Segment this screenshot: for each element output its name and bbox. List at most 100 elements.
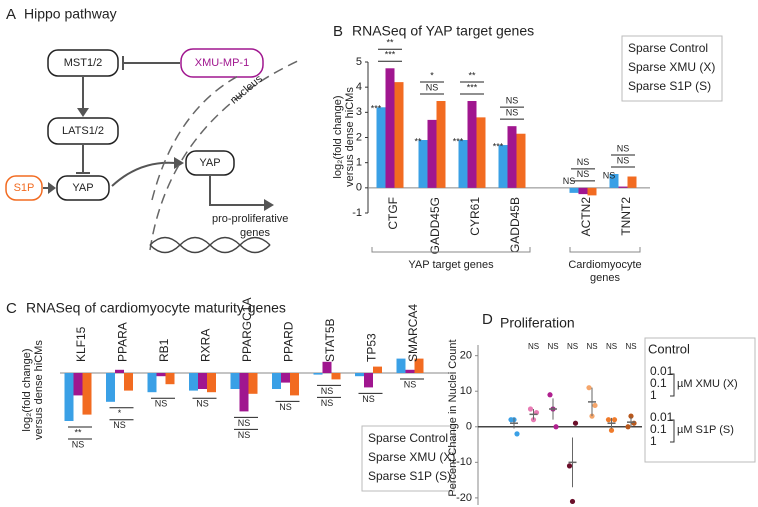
data-point bbox=[586, 385, 592, 391]
sig-label: NS bbox=[617, 155, 630, 165]
arrow-head bbox=[77, 108, 89, 117]
bar bbox=[569, 187, 579, 193]
bar bbox=[230, 373, 240, 389]
sig-label: NS bbox=[617, 143, 630, 153]
data-point bbox=[608, 427, 615, 433]
sig-label: NS bbox=[113, 420, 126, 430]
x-tick-label: KLF15 bbox=[74, 326, 88, 362]
node-label: S1P bbox=[14, 182, 35, 194]
sig-label: NS bbox=[72, 439, 85, 449]
x-tick-label: CTGF bbox=[386, 197, 400, 230]
sig-label: NS bbox=[506, 96, 519, 106]
arrow-head bbox=[174, 157, 184, 169]
bar bbox=[281, 373, 290, 383]
y-tick-label: 20 bbox=[460, 350, 472, 362]
sig-label: NS bbox=[577, 169, 590, 179]
legend-label: Sparse XMU (X) bbox=[628, 60, 715, 74]
edge bbox=[209, 176, 266, 206]
x-tick-label: CYR61 bbox=[468, 197, 482, 236]
bar bbox=[198, 373, 207, 389]
sig-label: NS bbox=[603, 170, 616, 180]
y-tick-label: 3 bbox=[356, 106, 362, 118]
bar bbox=[458, 140, 468, 188]
sig-label: NS bbox=[606, 342, 617, 351]
x-tick-label: RB1 bbox=[157, 338, 171, 362]
bar bbox=[272, 373, 281, 389]
y-tick-label: 5 bbox=[356, 56, 362, 68]
sig-label: NS bbox=[528, 342, 539, 351]
bar bbox=[290, 373, 299, 396]
bar bbox=[405, 369, 415, 373]
bar bbox=[207, 373, 216, 393]
bar bbox=[467, 101, 477, 188]
sig-label: ** bbox=[414, 136, 422, 146]
legend-label: Control bbox=[648, 341, 690, 356]
bar bbox=[418, 140, 428, 188]
sig-label: NS bbox=[506, 108, 519, 118]
bar bbox=[516, 133, 526, 188]
node-box bbox=[180, 48, 264, 78]
data-point bbox=[572, 420, 579, 426]
output-label: genes bbox=[240, 227, 270, 239]
bar bbox=[189, 373, 198, 391]
group-label: Cardiomyocyte bbox=[568, 259, 641, 271]
data-point bbox=[605, 417, 612, 423]
data-point bbox=[553, 424, 559, 430]
x-tick-label: PPARA bbox=[116, 322, 130, 362]
bar bbox=[106, 373, 115, 402]
panel-letter: C bbox=[6, 300, 17, 317]
sig-label: *** bbox=[467, 82, 478, 92]
bar bbox=[373, 366, 382, 373]
x-tick-label: GADD45G bbox=[428, 197, 442, 254]
bar bbox=[239, 373, 249, 412]
sig-label: NS bbox=[238, 430, 251, 440]
x-tick-label: RXRA bbox=[199, 329, 213, 362]
bar bbox=[64, 373, 74, 421]
sig-label: *** bbox=[493, 141, 504, 151]
bar bbox=[618, 186, 628, 188]
y-tick-label: -20 bbox=[456, 492, 472, 504]
data-point bbox=[631, 420, 637, 426]
bar bbox=[165, 373, 175, 385]
sig-label: ** bbox=[386, 38, 394, 48]
y-axis-label: log₂(fold change) bbox=[21, 348, 33, 431]
y-tick-label: 2 bbox=[356, 131, 362, 143]
bar bbox=[427, 119, 437, 188]
y-tick-label: 0 bbox=[466, 421, 472, 433]
data-point bbox=[625, 424, 631, 430]
data-point bbox=[527, 406, 534, 412]
bar bbox=[627, 176, 637, 188]
node-box bbox=[47, 117, 119, 145]
data-point bbox=[569, 498, 576, 505]
data-point bbox=[566, 463, 573, 469]
data-point bbox=[628, 413, 634, 419]
node-label: YAP bbox=[199, 157, 220, 169]
arrow-head bbox=[48, 182, 56, 194]
sig-label: NS bbox=[238, 418, 251, 428]
x-tick-label: TP53 bbox=[365, 333, 379, 362]
bar bbox=[587, 187, 597, 196]
node-label: MST1/2 bbox=[64, 57, 103, 69]
sig-label: NS bbox=[586, 342, 597, 351]
sig-label: NS bbox=[404, 379, 417, 389]
x-tick-label: GADD45B bbox=[508, 197, 522, 253]
node-label: XMU-MP-1 bbox=[195, 57, 249, 69]
bar bbox=[396, 358, 406, 373]
node-box bbox=[56, 175, 110, 201]
y-tick-label: 4 bbox=[356, 81, 362, 93]
data-point bbox=[514, 431, 520, 437]
sig-label: ** bbox=[468, 70, 476, 80]
sig-label: NS bbox=[577, 157, 590, 167]
node-box bbox=[185, 150, 235, 176]
bar bbox=[578, 187, 588, 195]
data-point bbox=[592, 402, 598, 409]
node-box bbox=[47, 49, 119, 77]
x-tick-label: ACTN2 bbox=[579, 197, 593, 237]
legend-label: Sparse XMU (X) bbox=[368, 450, 455, 464]
sig-label: NS bbox=[547, 342, 558, 351]
legend-label: Sparse S1P (S) bbox=[368, 469, 451, 483]
edge bbox=[111, 161, 177, 187]
legend-label: Sparse Control bbox=[628, 41, 708, 55]
bar bbox=[147, 373, 157, 393]
bar bbox=[498, 145, 508, 188]
